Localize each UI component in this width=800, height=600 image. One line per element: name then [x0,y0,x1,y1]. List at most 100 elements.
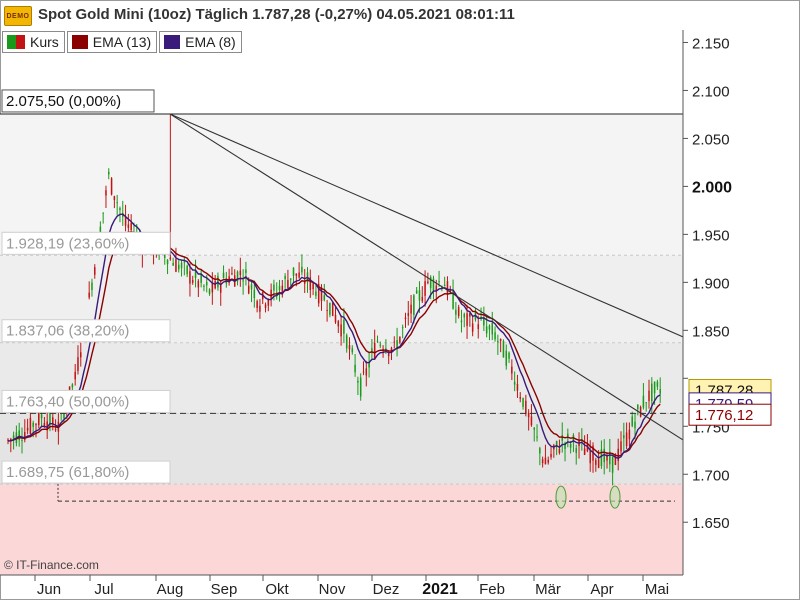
candle-body [555,441,558,447]
candle-body [550,453,552,458]
candle-body [326,309,328,311]
price-tag-text: 1.776,12 [695,407,753,424]
candle-body [331,302,334,316]
candle-body [362,371,365,373]
fib-label-box [1,89,155,113]
x-tick-label: Jun [37,581,61,598]
legend-item-kurs[interactable]: Kurs [2,31,65,53]
candle-body [368,362,370,368]
candle-body [245,269,247,274]
candle-body [348,345,351,350]
candle-body [413,295,415,315]
x-tick-label: Mär [535,581,561,598]
candle-body [91,282,93,291]
candle-body [404,317,407,320]
candle-body [651,383,653,402]
candle-body [407,313,410,316]
candle-body [438,281,440,283]
candle-body [547,459,550,463]
fib-label: 1.928,19 (23,60%) [1,231,171,255]
candle-body [371,348,373,352]
candle-body [533,427,536,430]
y-axis-area [683,30,799,599]
candle-body [390,347,393,352]
ema-swatch-icon [164,35,181,49]
candle-body [259,305,261,312]
candle-body [561,435,564,441]
candle-body [497,340,499,343]
candle-body [645,402,647,404]
candle-body [345,335,348,349]
candle-body [292,267,295,276]
candle-body [659,389,661,394]
candle-body [323,295,326,301]
candle-body [519,397,522,399]
candle-body [513,381,516,385]
candle-body [502,340,505,358]
x-tick-label: Feb [479,581,505,598]
double-bottom-marker [555,485,567,509]
y-tick-label: 1.900 [692,275,730,292]
candle-body [359,377,362,397]
candle-body [418,290,421,301]
candle-body [298,272,300,278]
candle-body [603,448,605,463]
candle-body [211,282,214,293]
candle-body [172,262,174,266]
y-tick-label: 2.100 [692,83,730,100]
candle-body [287,279,289,289]
candle-body [334,314,337,323]
candle-body [278,286,281,290]
fib-label-text: 1.837,06 (38,20%) [6,323,129,340]
candle-body [26,427,29,431]
candle-body [267,299,270,306]
candle-body [183,261,186,263]
candle-body [29,417,32,434]
candle-body [194,270,197,278]
candle-body [530,416,533,426]
price-tag-box [688,403,772,426]
candle-body [575,448,577,453]
legend-label: EMA (8) [185,34,236,50]
candle-body [399,337,401,343]
candle-body [38,412,40,426]
candle-body [536,436,538,438]
candle-body [54,429,57,431]
y-tick-label: 2.000 [692,179,732,196]
x-tick-label: Apr [590,581,613,598]
candle-body [589,450,591,464]
candle-body [609,451,611,465]
fib-label-box [1,389,171,413]
candle-body [180,262,183,269]
candle-body [317,283,320,304]
legend-item-ema13[interactable]: EMA (13) [66,31,158,53]
candle-body [477,324,480,330]
legend-item-ema8[interactable]: EMA (8) [159,31,242,53]
candle-body [541,459,544,464]
candle-body [71,384,74,388]
candle-body [443,284,446,287]
candle-body [488,325,491,330]
fib-band [0,484,683,575]
candle-body [205,282,208,286]
fib-label-box [1,460,171,484]
candle-body [421,296,424,302]
candle-body [483,317,485,326]
candle-body [539,448,541,454]
candle-body [197,280,200,288]
candle-body [600,449,603,467]
legend: Kurs EMA (13) EMA (8) [2,31,244,53]
x-tick-label: Aug [157,581,184,598]
candle-body [623,435,625,439]
candle-body [191,280,194,283]
candle-swatch-icon [7,35,25,49]
trendline [169,113,684,338]
candle-body [49,410,51,425]
candle-body [387,352,390,357]
candle-body [653,381,656,394]
y-tick-label: 1.700 [692,467,730,484]
candle-body [110,178,113,195]
candle-body [544,457,547,465]
candle-body [337,321,340,327]
